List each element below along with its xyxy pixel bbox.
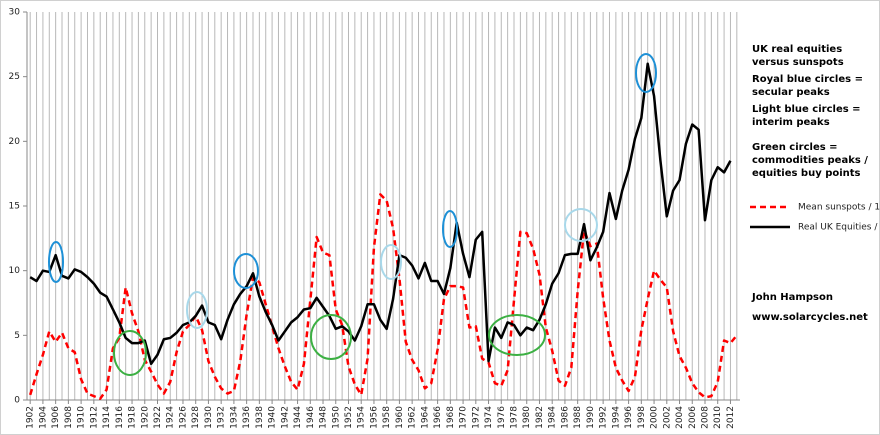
x-tick-label: 1970 [459,406,469,429]
interim-peak-circle [186,291,208,329]
commodity-peak-circle [488,314,546,356]
interim-peak-circle [380,244,402,280]
annotation: interim peaks [752,117,830,128]
x-tick-label: 1946 [306,406,316,429]
commodity-peak-circle [310,314,352,360]
annotation: versus sunspots [752,57,844,68]
x-tick-label: 1982 [535,406,545,429]
x-tick-label: 2008 [700,406,710,429]
x-tick-label: 1966 [433,406,443,429]
x-tick-label: 1944 [293,406,303,429]
x-tick-label: 1990 [586,406,596,429]
annotation: UK real equities [752,44,842,55]
x-tick-label: 1920 [140,406,150,429]
annotation: Royal blue circles = [752,74,863,85]
x-tick-label: 1924 [166,406,176,429]
x-tick-label: 1902 [26,406,36,429]
x-tick-label: 1976 [497,406,507,429]
x-tick-label: 2004 [675,406,685,429]
y-tick-label: 30 [9,8,21,18]
x-tick-label: 1950 [331,406,341,429]
x-tick-label: 2000 [650,406,660,429]
y-tick-label: 15 [9,202,20,212]
x-tick-label: 1918 [128,406,138,429]
x-tick-label: 1926 [178,406,188,429]
x-tick-label: 1954 [357,406,367,429]
x-tick-label: 1930 [204,406,214,429]
x-tick-label: 1958 [382,406,392,429]
y-tick-label: 25 [9,72,20,82]
x-tick-label: 1936 [242,406,252,429]
x-tick-label: 2012 [726,406,736,429]
x-tick-label: 1974 [484,406,494,429]
x-tick-label: 1994 [611,406,621,429]
x-tick-label: 1938 [255,406,265,429]
x-tick-label: 2006 [688,406,698,429]
x-tick-label: 2002 [662,406,672,429]
x-tick-label: 1948 [319,406,329,429]
x-tick-label: 1962 [408,406,418,429]
x-tick-label: 1916 [115,406,125,429]
circles [48,53,657,376]
x-tick-label: 1922 [153,406,163,429]
legend-label: Mean sunspots / 12 [798,203,880,213]
x-tick-label: 2010 [713,406,723,429]
x-tick-label: 1998 [637,406,647,429]
annotation: Green circles = [752,142,838,153]
secular-peak-circle [233,253,259,289]
secular-peak-circle [48,241,64,283]
annotation: equities buy points [752,168,861,179]
annotation: secular peaks [752,87,830,98]
x-tick-label: 1932 [217,406,227,429]
x-tick-label: 1956 [369,406,379,429]
plot: Mean sunspots / 12 Real UK Equities / 10 U… [28,44,880,400]
x-tick-label: 1988 [573,406,583,429]
legend-label: Real UK Equities / 10 [798,223,880,233]
x-tick-label: 1992 [599,406,609,429]
x-tick-label: 1980 [522,406,532,429]
y-tick-label: 5 [14,331,20,341]
y-tick-label: 10 [9,266,21,276]
x-tick-label: 1942 [280,406,290,429]
x-tick-label: 1978 [510,406,520,429]
x-tick-label: 1972 [471,406,481,429]
x-tick-label: 1996 [624,406,634,429]
x-tick-label: 1940 [268,406,278,429]
x-tick-label: 1914 [102,406,112,429]
series-line [29,62,732,366]
x-tick-label: 1934 [229,406,239,429]
x-tick-label: 1904 [38,406,48,429]
series-line [28,193,738,400]
interim-peak-circle [564,208,598,242]
x-tick-label: 1964 [420,406,430,429]
x-tick-label: 1908 [64,406,74,429]
x-tick-label: 1912 [89,406,99,429]
annotation: commodities peaks / [752,155,868,166]
grid: 0 5 10 15 20 25 30 1902 1904 1906 1908 1910 1912 1914… [9,8,740,429]
annotation: John Hampson [751,292,833,303]
x-tick-label: 1910 [77,406,87,429]
x-tick-label: 1906 [51,406,61,429]
x-tick-label: 1984 [548,406,558,429]
secular-peak-circle [635,53,657,93]
x-tick-label: 1968 [446,406,456,429]
commodity-peak-circle [113,330,147,376]
annotation: www.solarcycles.net [752,312,868,323]
annotation: Light blue circles = [752,104,861,115]
x-tick-label: 1960 [395,406,405,429]
y-tick-label: 20 [9,137,21,147]
x-tick-label: 1986 [560,406,570,429]
x-tick-label: 1952 [344,406,354,429]
x-tick-label: 1928 [191,406,201,429]
secular-peak-circle [442,210,458,248]
y-tick-label: 0 [14,396,20,406]
